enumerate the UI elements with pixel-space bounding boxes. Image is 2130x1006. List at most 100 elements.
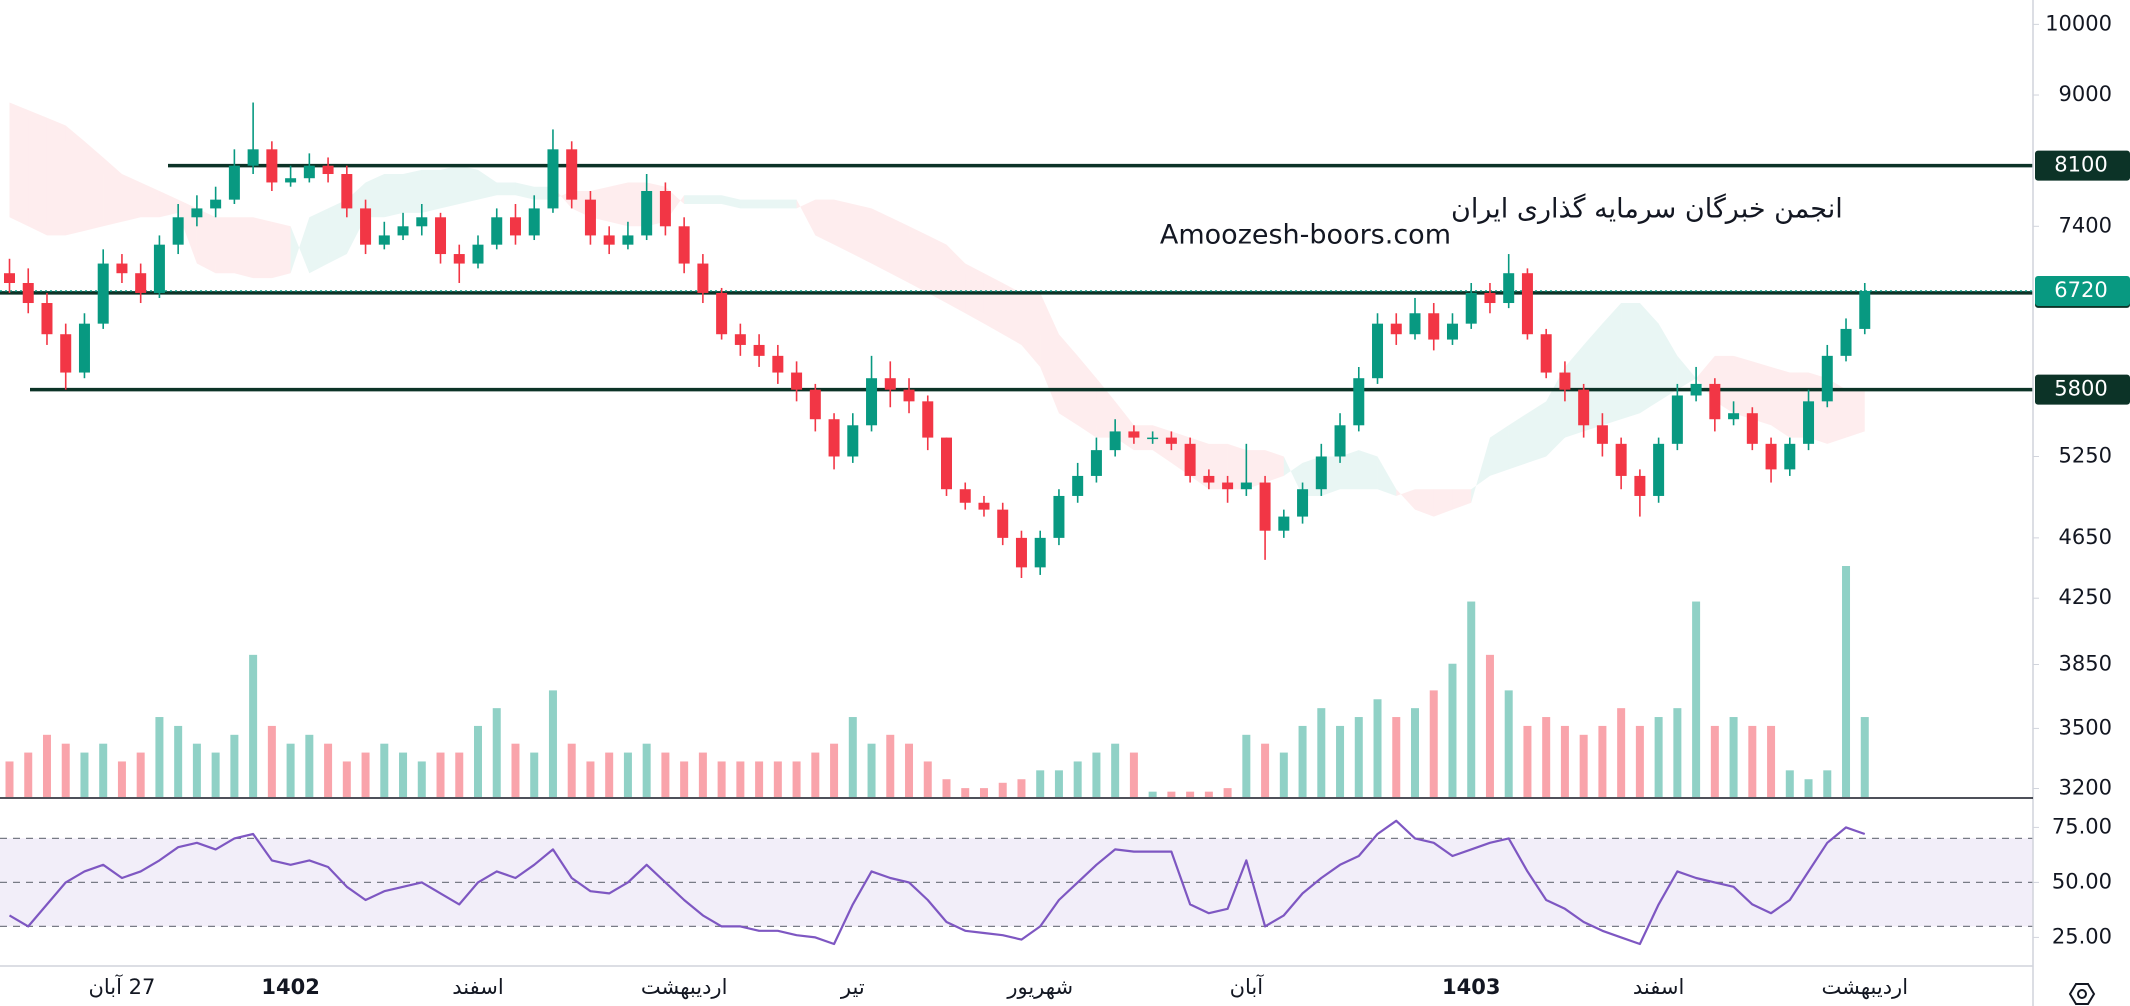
volume-bar (1317, 708, 1326, 797)
volume-bar (830, 743, 839, 797)
candle-body (716, 292, 728, 335)
cloud-segment (478, 169, 497, 200)
candle-body (1147, 437, 1159, 440)
cloud-segment (459, 165, 478, 205)
candle-body (1109, 431, 1121, 451)
volume-bar (1842, 566, 1851, 797)
volume-bar (1017, 779, 1026, 797)
x-tick-label: شهریور (1006, 975, 1073, 999)
candle-body (1297, 489, 1309, 517)
volume (5, 566, 1869, 797)
volume-bar (436, 752, 445, 797)
watermark-url: Amoozesh-boors.com (1160, 220, 1451, 251)
settings-button[interactable] (2068, 983, 2096, 1005)
cloud-segment (759, 199, 778, 209)
volume-bar (1411, 708, 1419, 797)
candle-body (378, 235, 390, 245)
candle-body (1053, 495, 1065, 538)
volume-bar (249, 654, 258, 797)
volume-bar (1542, 717, 1551, 797)
volume-bar (1617, 708, 1626, 797)
candle-body (997, 509, 1009, 538)
volume-bar (155, 717, 164, 797)
candle-body (1090, 450, 1102, 476)
candle-body (1390, 323, 1402, 335)
cloud-segment (721, 195, 741, 209)
volume-bar (1673, 708, 1682, 797)
x-tick-label: 1402 (261, 975, 319, 999)
volume-bar (1710, 725, 1719, 797)
cloud-segment (946, 244, 966, 314)
candle-body (753, 344, 765, 356)
cloud-segment (1452, 489, 1472, 510)
volume-bar (848, 717, 857, 797)
cloud-segment (1377, 456, 1397, 496)
cloud-segment (1433, 489, 1453, 517)
cloud-segment (328, 199, 347, 264)
settings-icon[interactable] (2068, 983, 2096, 1005)
y-tick-label: 3850 (2059, 651, 2112, 675)
candle-body (1784, 443, 1796, 470)
volume-bar (1504, 690, 1513, 797)
cloud-segment (1527, 401, 1547, 463)
candle-body (547, 149, 559, 209)
candle-body (1484, 292, 1496, 304)
candle-body (884, 378, 896, 390)
volume-bar (1748, 725, 1757, 797)
candle-body (1728, 413, 1740, 420)
cloud-segment (496, 182, 516, 196)
cloud-segment (215, 217, 235, 274)
candle-body (116, 263, 128, 274)
volume-bar (623, 752, 632, 797)
volume-bar (1223, 788, 1232, 797)
candle-body (1578, 389, 1590, 426)
cloud-segment (290, 217, 310, 274)
x-tick-label: تیر (840, 975, 865, 999)
cloud-segment (1677, 355, 1697, 390)
volume-bar (80, 752, 89, 797)
volume-bar (773, 761, 782, 797)
candle-body (1746, 413, 1758, 444)
rsi-tick-label: 75.00 (2052, 814, 2112, 838)
candle-body (1428, 313, 1440, 340)
cloud-segment (1771, 366, 1790, 438)
volume-bar (867, 743, 876, 797)
volume-bar (1579, 734, 1588, 797)
cloud-segment (365, 174, 385, 218)
volume-bar (680, 761, 689, 797)
volume-bar (811, 752, 820, 797)
volume-bar (1129, 752, 1138, 797)
volume-bar (1448, 663, 1457, 797)
x-tick-label: 27 آبان (88, 974, 155, 999)
volume-bar (1785, 770, 1794, 797)
candle-body (322, 165, 334, 175)
volume-bar (324, 743, 333, 797)
volume-bar (1242, 734, 1251, 797)
candle-body (828, 419, 840, 457)
axes: 10000 9000 7400 5250 4650 4250 3850 3500 3200 810… (88, 11, 2130, 999)
volume-bar (1560, 725, 1569, 797)
settings-icon-center[interactable] (2077, 989, 2087, 999)
volume-bar (1392, 717, 1401, 797)
volume-bar (1729, 717, 1738, 797)
cloud-segment (1658, 323, 1678, 402)
volume-bar (548, 690, 557, 797)
cloud-segment (1415, 489, 1434, 517)
cloud-segment (1002, 283, 1022, 345)
volume-bar (1204, 791, 1213, 797)
cloud-segment (1471, 437, 1490, 503)
candle-body (1034, 537, 1046, 568)
candle-body (41, 303, 53, 335)
volume-bar (661, 752, 670, 797)
cloud-segment (28, 110, 47, 236)
level-label: 5800 (2054, 377, 2107, 401)
candle-body (303, 165, 315, 179)
cloud-segment (1396, 489, 1415, 510)
volume-bar (605, 752, 614, 797)
candle-body (1859, 290, 1871, 329)
candle-body (472, 244, 484, 264)
x-tick-label: آبان (1230, 974, 1265, 999)
volume-bar (474, 725, 482, 797)
candle-body (1015, 537, 1027, 568)
